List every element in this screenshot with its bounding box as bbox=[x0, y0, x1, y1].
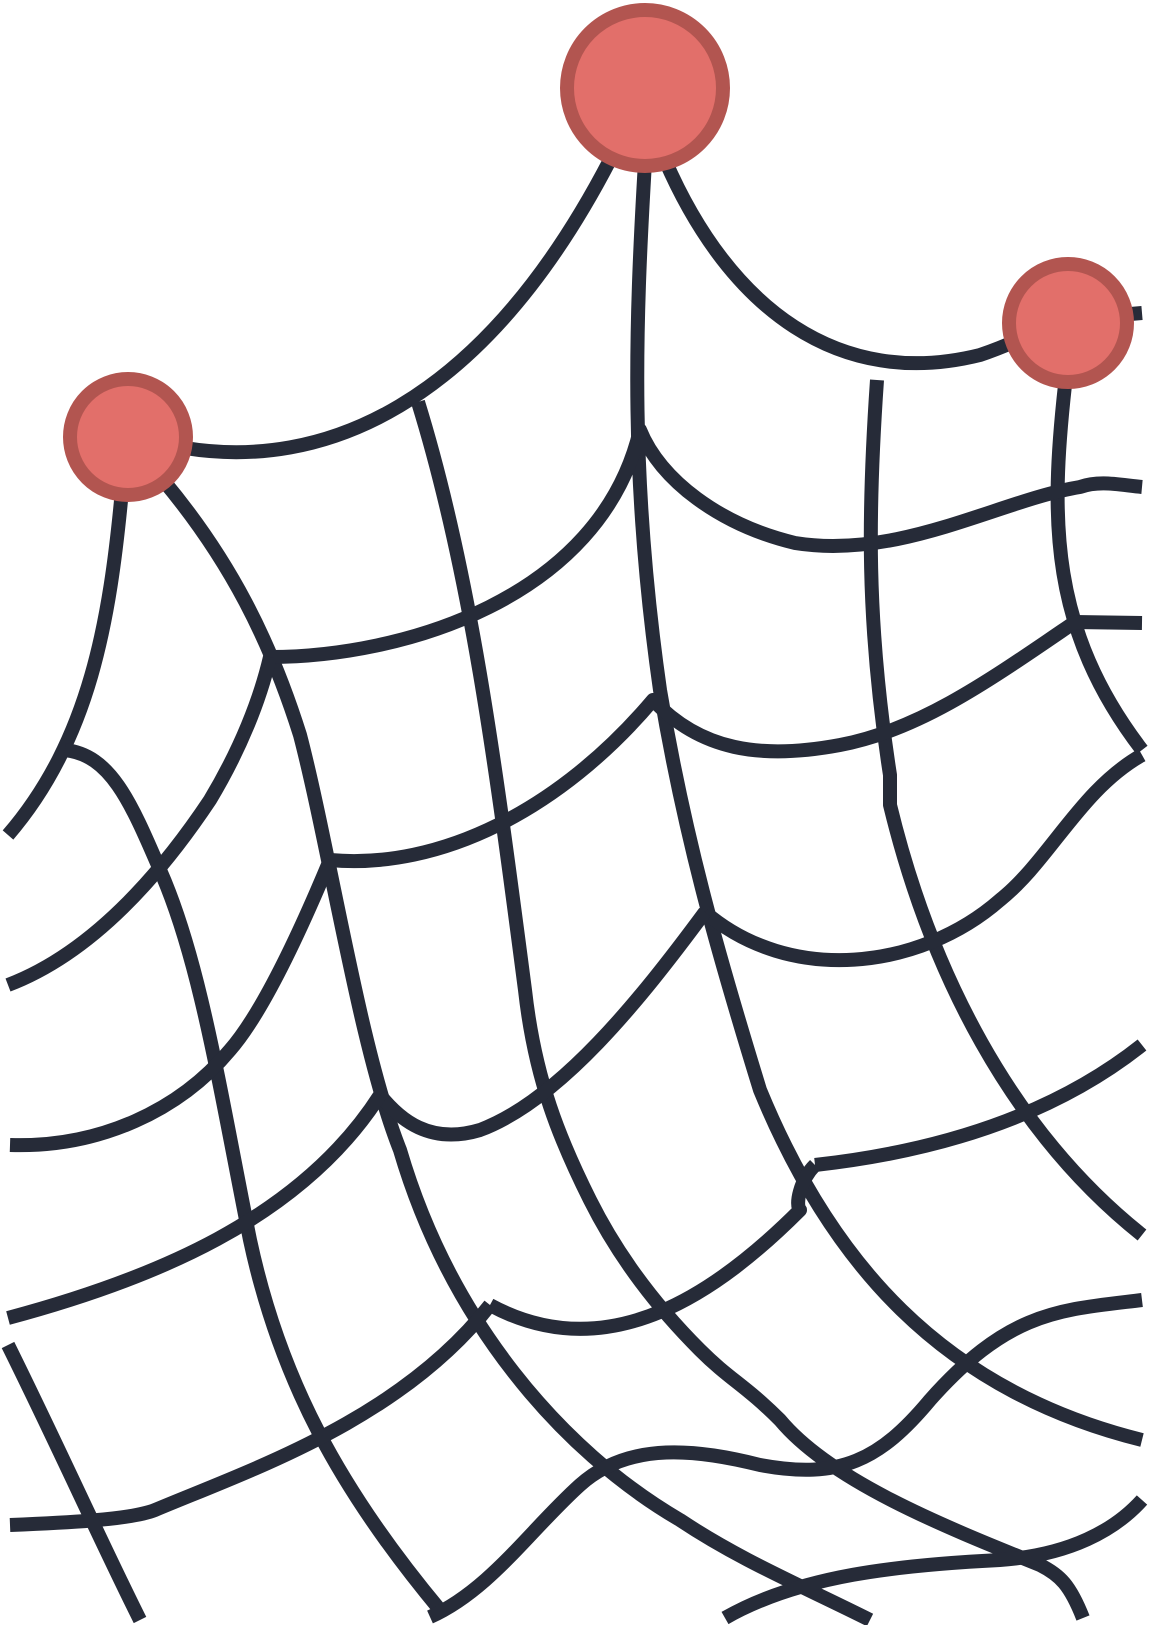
cross-strand-12 bbox=[427, 1293, 1143, 1624]
cross-strand-1 bbox=[269, 423, 1143, 664]
radial-strand-right bbox=[863, 379, 1147, 1241]
radial-strand-left-wave bbox=[63, 743, 446, 1615]
cross-strand-6 bbox=[374, 907, 711, 1142]
pin-left bbox=[63, 372, 193, 502]
cross-strand-3 bbox=[329, 615, 1143, 868]
radial-strand-mid bbox=[411, 399, 1090, 1621]
pin-top bbox=[560, 3, 730, 173]
pins bbox=[63, 3, 1134, 502]
hanging-arc-left bbox=[183, 156, 617, 460]
web-strands bbox=[1, 156, 1148, 1625]
cross-strand-2 bbox=[5, 655, 277, 992]
radial-strand-left-outer bbox=[2, 489, 129, 840]
cross-strand-7 bbox=[6, 1091, 386, 1325]
pin-right bbox=[1002, 257, 1134, 389]
cross-strand-4 bbox=[9, 857, 337, 1153]
cross-strand-5 bbox=[700, 748, 1146, 968]
cross-strand-10 bbox=[9, 1300, 496, 1532]
cross-strand-13 bbox=[721, 1495, 1148, 1625]
cross-strand-8 bbox=[814, 1039, 1147, 1172]
radial-strand-left-inner bbox=[157, 475, 874, 1625]
cross-strand-11 bbox=[1, 1341, 147, 1624]
cross-strand-9 bbox=[486, 1160, 821, 1336]
radial-strand-center bbox=[630, 161, 1144, 1447]
radial-strand-far-right bbox=[1050, 384, 1148, 755]
